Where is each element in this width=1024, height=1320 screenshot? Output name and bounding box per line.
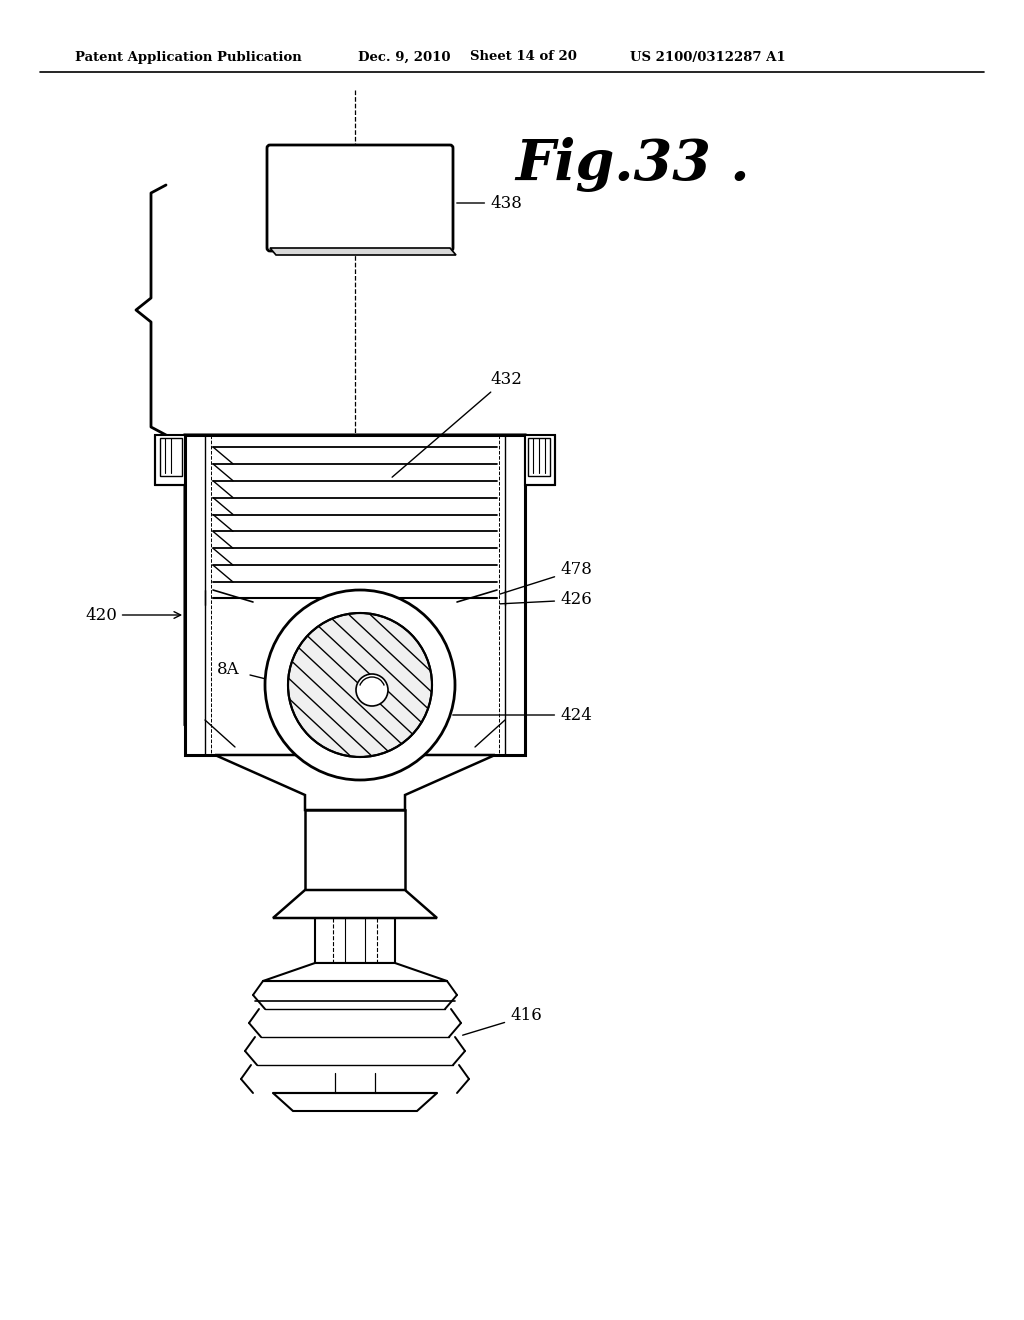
Bar — [155, 436, 185, 484]
Bar — [525, 436, 555, 484]
Polygon shape — [263, 964, 447, 981]
Text: 438: 438 — [457, 194, 522, 211]
Polygon shape — [270, 248, 456, 255]
Bar — [305, 810, 406, 890]
Bar — [528, 438, 550, 477]
Bar — [315, 917, 395, 964]
Text: 426: 426 — [500, 591, 592, 609]
Text: Patent Application Publication: Patent Application Publication — [75, 50, 302, 63]
Circle shape — [265, 590, 455, 780]
Text: Sheet 14 of 20: Sheet 14 of 20 — [470, 50, 577, 63]
Text: US 2100/0312287 A1: US 2100/0312287 A1 — [630, 50, 785, 63]
Text: Fig.33 .: Fig.33 . — [515, 137, 750, 193]
Text: Dec. 9, 2010: Dec. 9, 2010 — [358, 50, 451, 63]
Circle shape — [288, 612, 432, 756]
Circle shape — [356, 675, 388, 706]
Text: 478: 478 — [500, 561, 592, 594]
Text: 416: 416 — [463, 1007, 542, 1035]
Text: 424: 424 — [453, 706, 592, 723]
Polygon shape — [185, 436, 525, 755]
Polygon shape — [273, 1093, 437, 1111]
Text: 432: 432 — [392, 371, 522, 478]
FancyBboxPatch shape — [267, 145, 453, 251]
Text: 420: 420 — [85, 606, 180, 623]
Polygon shape — [273, 890, 437, 917]
Bar — [160, 438, 182, 477]
Polygon shape — [215, 755, 495, 810]
Text: 4A: 4A — [375, 771, 397, 788]
Text: 8A: 8A — [217, 661, 240, 678]
Bar — [185, 436, 525, 755]
